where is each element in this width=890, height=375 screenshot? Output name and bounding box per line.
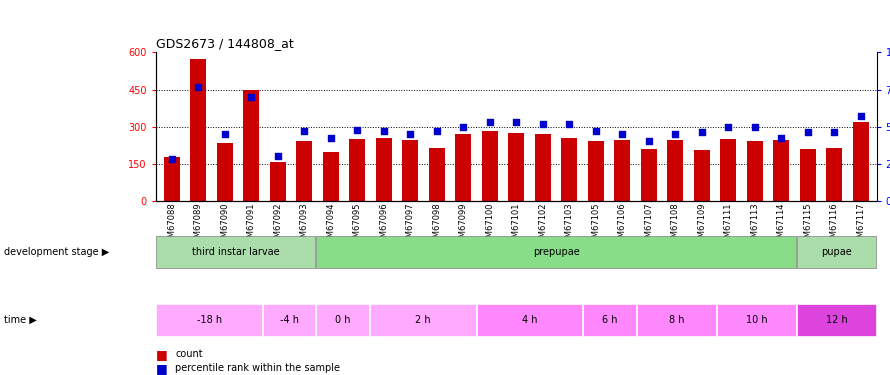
- Text: count: count: [175, 350, 203, 359]
- Text: 0 h: 0 h: [335, 315, 351, 325]
- Bar: [668, 140, 684, 201]
- Point: [854, 113, 868, 119]
- Bar: [263, 304, 315, 336]
- Bar: [797, 236, 876, 268]
- Text: 4 h: 4 h: [522, 315, 538, 325]
- Point: [376, 128, 391, 134]
- Text: ■: ■: [156, 348, 167, 361]
- Bar: [481, 132, 498, 201]
- Bar: [508, 133, 524, 201]
- Bar: [157, 236, 315, 268]
- Bar: [800, 149, 816, 201]
- Point: [191, 84, 206, 90]
- Bar: [477, 304, 582, 336]
- Bar: [296, 141, 312, 201]
- Point: [217, 131, 231, 137]
- Bar: [190, 58, 206, 201]
- Point: [403, 131, 417, 137]
- Point: [562, 121, 577, 127]
- Bar: [587, 141, 603, 201]
- Bar: [747, 141, 763, 201]
- Point: [456, 123, 470, 129]
- Point: [642, 138, 656, 144]
- Bar: [853, 122, 869, 201]
- Bar: [323, 153, 338, 201]
- Bar: [641, 149, 657, 201]
- Bar: [535, 134, 551, 201]
- Point: [668, 131, 683, 137]
- Point: [748, 123, 762, 129]
- Point: [827, 129, 841, 135]
- Bar: [797, 304, 876, 336]
- Point: [482, 119, 497, 125]
- Text: prepupae: prepupae: [533, 247, 579, 257]
- Bar: [243, 90, 259, 201]
- Bar: [370, 304, 475, 336]
- Point: [271, 153, 285, 159]
- Bar: [720, 139, 736, 201]
- Bar: [826, 147, 842, 201]
- Point: [721, 123, 735, 129]
- Bar: [614, 140, 630, 201]
- Bar: [157, 304, 262, 336]
- Text: 2 h: 2 h: [415, 315, 431, 325]
- Bar: [216, 142, 232, 201]
- Text: time ▶: time ▶: [4, 315, 37, 325]
- Text: 12 h: 12 h: [826, 315, 847, 325]
- Text: 10 h: 10 h: [746, 315, 767, 325]
- Text: percentile rank within the sample: percentile rank within the sample: [175, 363, 340, 373]
- Bar: [456, 134, 471, 201]
- Point: [244, 94, 258, 100]
- Bar: [694, 150, 709, 201]
- Point: [536, 121, 550, 127]
- Bar: [429, 147, 445, 201]
- Point: [509, 119, 523, 125]
- Point: [165, 156, 179, 162]
- Point: [297, 128, 311, 134]
- Text: 6 h: 6 h: [602, 315, 618, 325]
- Bar: [349, 139, 365, 201]
- Point: [801, 129, 815, 135]
- Bar: [562, 138, 577, 201]
- Text: GDS2673 / 144808_at: GDS2673 / 144808_at: [156, 37, 294, 50]
- Point: [694, 129, 708, 135]
- Bar: [402, 140, 418, 201]
- Bar: [317, 304, 368, 336]
- Text: -4 h: -4 h: [279, 315, 299, 325]
- Bar: [773, 140, 789, 201]
- Text: 8 h: 8 h: [668, 315, 684, 325]
- Point: [350, 126, 364, 132]
- Text: development stage ▶: development stage ▶: [4, 247, 109, 257]
- Bar: [164, 158, 180, 201]
- Text: third instar larvae: third instar larvae: [192, 247, 279, 257]
- Point: [774, 135, 789, 141]
- Bar: [717, 304, 796, 336]
- Point: [324, 135, 338, 141]
- Bar: [637, 304, 716, 336]
- Point: [430, 128, 444, 134]
- Bar: [584, 304, 635, 336]
- Point: [615, 131, 629, 137]
- Point: [588, 128, 603, 134]
- Text: pupae: pupae: [821, 247, 852, 257]
- Text: -18 h: -18 h: [197, 315, 222, 325]
- Text: ■: ■: [156, 362, 167, 375]
- Bar: [376, 138, 392, 201]
- Bar: [270, 162, 286, 201]
- Bar: [317, 236, 796, 268]
